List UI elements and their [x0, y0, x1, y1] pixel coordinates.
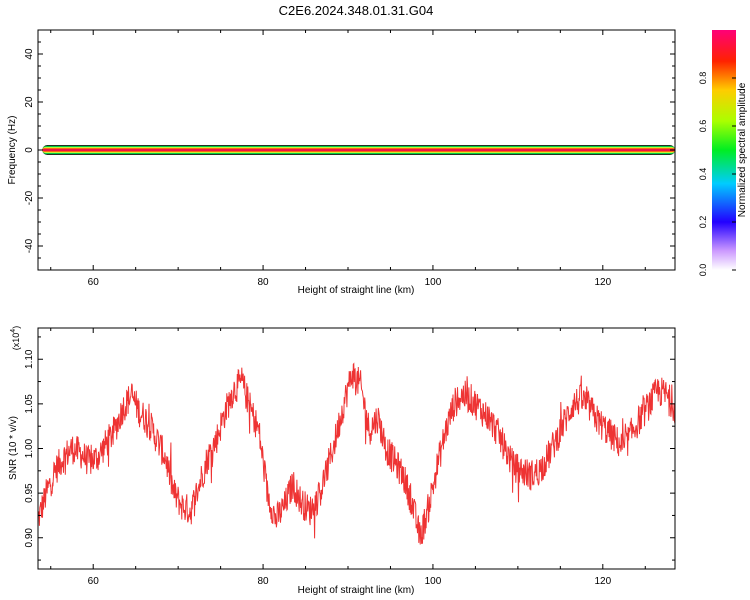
- snr-frame: [37, 327, 676, 570]
- y-tick-label: -20: [24, 190, 35, 205]
- colorbar-tick-label: 0.8: [698, 72, 708, 85]
- x-tick-label: 120: [594, 576, 611, 587]
- spectrogram-x-axis: 60 80 100 120: [50, 30, 646, 288]
- snr-scale-base: (x10: [11, 333, 21, 351]
- snr-scale-note: (x104): [10, 326, 21, 350]
- x-tick-label: 100: [425, 576, 442, 587]
- y-tick-label: 0.95: [24, 483, 35, 503]
- spectrogram-plot-area: [42, 145, 675, 155]
- snr-y-axis-label: SNR (10 * v/v): [8, 416, 19, 480]
- colorbar-label: Normalized spectral amplitude: [737, 82, 748, 217]
- colorbar-tick-label: 0.4: [698, 168, 708, 181]
- x-tick-label: 120: [594, 277, 611, 288]
- y-tick-label: -40: [24, 238, 35, 253]
- y-tick-label: 40: [24, 48, 35, 60]
- band-layer-4: [42, 148, 675, 152]
- spectrogram-x-axis-label: Height of straight line (km): [298, 285, 415, 296]
- chart-title: C2E6.2024.348.01.31.G04: [279, 3, 434, 18]
- colorbar-tick-label: 0.0: [698, 264, 708, 277]
- colorbar-gradient: [712, 30, 736, 270]
- y-tick-label: 20: [24, 96, 35, 108]
- snr-scale-exponent: 4: [10, 329, 17, 333]
- x-tick-label: 60: [88, 277, 100, 288]
- snr-series-line: [38, 362, 675, 545]
- colorbar: 0.0 0.2 0.4 0.6 0.8 Normalized spectral ampl…: [698, 30, 748, 276]
- y-tick-label: 0.90: [24, 528, 35, 548]
- colorbar-tick-label: 0.2: [698, 216, 708, 229]
- x-tick-label: 80: [258, 277, 270, 288]
- svg-text:(x104): (x104): [10, 326, 21, 350]
- spectrogram-y-axis: 40 20 0 -20 -40: [24, 41, 675, 259]
- zero-frequency-band: [42, 145, 675, 155]
- x-tick-label: 100: [425, 277, 442, 288]
- snr-y-axis: 0.90 0.95 1.00 1.05 1.10: [24, 336, 675, 561]
- y-tick-label: 1.00: [24, 438, 35, 458]
- x-tick-label: 60: [88, 576, 100, 587]
- colorbar-axis: 0.0 0.2 0.4 0.6 0.8: [698, 72, 736, 277]
- snr-panel: 60 80 100 120 0.90 0.95 1.00 1.05 1.10 Height o…: [8, 326, 676, 596]
- y-tick-label: 0: [24, 147, 35, 153]
- colorbar-tick-label: 0.6: [698, 120, 708, 133]
- spectrogram-y-axis-label: Frequency (Hz): [7, 116, 18, 185]
- x-tick-label: 80: [258, 576, 270, 587]
- snr-x-axis: 60 80 100 120: [50, 328, 646, 587]
- y-tick-label: 1.05: [24, 394, 35, 414]
- spectrogram-panel: 60 80 100 120 40 20 0 -20 -40 Height of straigh…: [7, 29, 676, 296]
- snr-x-axis-label: Height of straight line (km): [298, 585, 415, 596]
- y-tick-label: 1.10: [24, 349, 35, 369]
